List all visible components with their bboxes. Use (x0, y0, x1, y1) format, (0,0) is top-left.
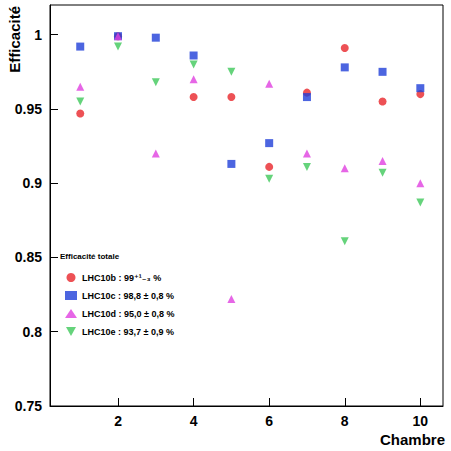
svg-text:LHC10e : 93,7 ± 0,9 %: LHC10e : 93,7 ± 0,9 % (82, 327, 174, 337)
svg-text:8: 8 (341, 413, 349, 429)
svg-text:Chambre: Chambre (380, 431, 445, 448)
svg-text:2: 2 (114, 413, 122, 429)
svg-text:6: 6 (265, 413, 273, 429)
svg-text:LHC10b : 99⁺¹₋₃ %: LHC10b : 99⁺¹₋₃ % (82, 273, 161, 283)
svg-text:Efficacité: Efficacité (6, 6, 23, 73)
svg-text:0.9: 0.9 (23, 175, 43, 191)
svg-text:4: 4 (190, 413, 198, 429)
svg-text:0.8: 0.8 (23, 324, 43, 340)
svg-text:0.95: 0.95 (15, 101, 42, 117)
svg-text:0.75: 0.75 (15, 398, 42, 414)
svg-text:1: 1 (34, 27, 42, 43)
svg-text:LHC10d : 95,0 ± 0,8 %: LHC10d : 95,0 ± 0,8 % (82, 309, 174, 319)
svg-text:0.85: 0.85 (15, 249, 42, 265)
svg-text:Efficacité totale: Efficacité totale (60, 252, 120, 261)
svg-text:LHC10c : 98,8 ± 0,8 %: LHC10c : 98,8 ± 0,8 % (82, 291, 174, 301)
svg-text:10: 10 (413, 413, 429, 429)
